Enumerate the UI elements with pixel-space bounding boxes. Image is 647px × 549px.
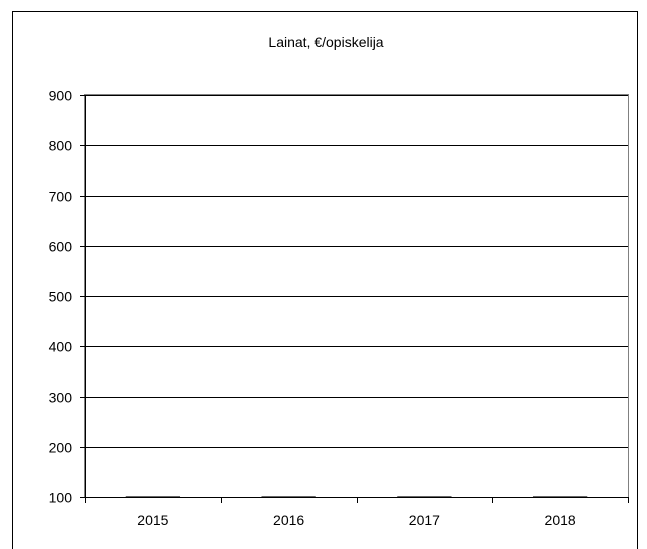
y-tick-label: 900 [49,88,73,104]
axes [80,95,629,503]
chart-frame [12,11,638,549]
y-tick-label: 800 [49,138,73,154]
y-tick-labels: 100 200 300 400 500 600 700 800 900 [49,88,73,506]
x-tick-label: 2015 [137,512,168,528]
y-tick-label: 200 [49,440,73,456]
y-tick-label: 100 [49,490,73,506]
x-tick-label: 2017 [409,512,440,528]
chart-title: Lainat, €/opiskelija [268,34,383,50]
y-tick-label: 300 [49,390,73,406]
x-tick-labels: 2015 2016 2017 2018 [137,512,576,528]
y-tick-label: 500 [49,289,73,305]
bar-2018 [532,496,588,497]
bar-2016 [261,496,316,497]
x-tick-label: 2016 [273,512,304,528]
y-tick-label: 700 [49,189,73,205]
y-tick-label: 600 [49,239,73,255]
y-tick-label: 400 [49,339,73,355]
bar-2017 [397,496,452,497]
gridlines [85,95,628,448]
x-tick-label: 2018 [545,512,576,528]
bars [125,496,588,497]
bar-2015 [125,496,181,497]
